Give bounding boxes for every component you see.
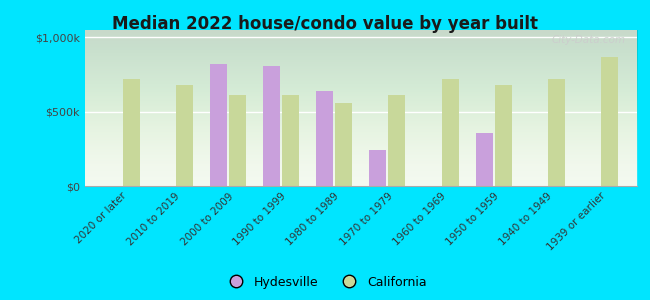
Bar [495,85,512,186]
Text: Median 2022 house/condo value by year built: Median 2022 house/condo value by year bu… [112,15,538,33]
Legend: Hydesville, California: Hydesville, California [218,271,432,294]
Bar [263,66,280,186]
Bar [176,85,193,186]
Bar [476,133,493,186]
Text: City-Data.com: City-Data.com [552,35,626,45]
Bar [441,79,458,186]
Bar [548,79,565,186]
Bar [123,79,140,186]
Bar [210,64,227,186]
Bar [316,91,333,186]
Bar [229,95,246,186]
Bar [335,103,352,186]
Bar [601,57,618,186]
Bar [389,95,406,186]
Bar [282,95,299,186]
Bar [369,150,386,186]
